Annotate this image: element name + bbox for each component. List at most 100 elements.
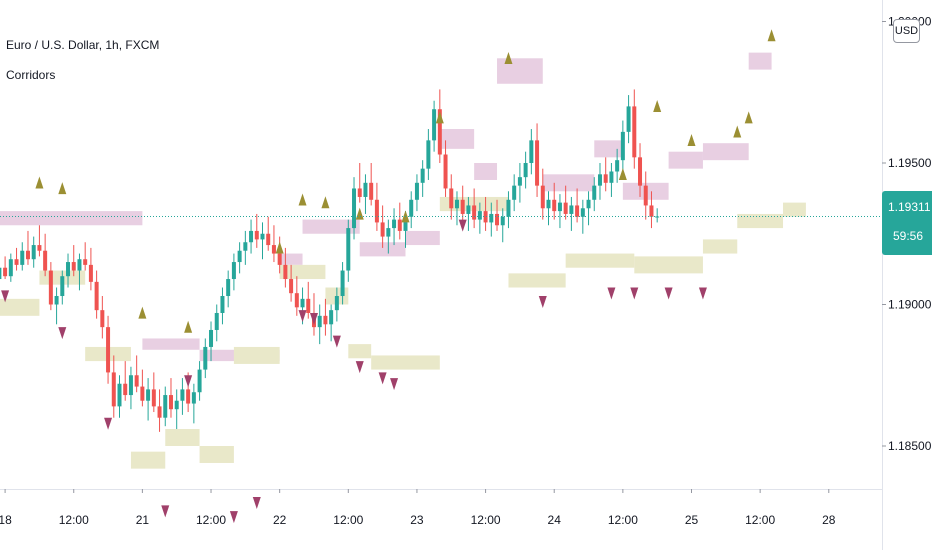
candle-body bbox=[397, 219, 402, 231]
symbol-title[interactable]: Euro / U.S. Dollar, 1h, FXCM bbox=[6, 38, 160, 52]
time-tick-label: 28 bbox=[822, 513, 836, 527]
candle-body bbox=[432, 109, 437, 141]
candle-body bbox=[106, 327, 111, 373]
pivot-low-arrow bbox=[309, 312, 318, 325]
candle-body bbox=[83, 259, 88, 265]
candle-body bbox=[420, 168, 425, 183]
pivot-low-arrow bbox=[538, 296, 547, 309]
candle-body bbox=[346, 228, 351, 271]
pivot-high-arrow bbox=[618, 167, 627, 180]
candle-body bbox=[37, 245, 42, 251]
candle-body bbox=[151, 389, 156, 407]
candle-body bbox=[643, 185, 648, 206]
candle-body bbox=[540, 185, 545, 209]
support-corridor bbox=[565, 253, 635, 268]
time-tick-label: 24 bbox=[548, 513, 562, 527]
candle-body bbox=[25, 250, 30, 260]
candle-body bbox=[209, 329, 214, 347]
candle-body bbox=[380, 222, 385, 237]
pivot-low-arrow bbox=[161, 505, 170, 518]
candle-body bbox=[466, 205, 471, 214]
pivot-low-arrow bbox=[58, 327, 67, 340]
pivot-high-arrow bbox=[744, 111, 753, 124]
candle-body bbox=[60, 276, 65, 297]
candle-body bbox=[477, 211, 482, 220]
candle-body bbox=[54, 296, 59, 305]
candle-body bbox=[123, 383, 128, 396]
candle-body bbox=[414, 182, 419, 200]
support-corridor bbox=[233, 346, 280, 364]
candle-body bbox=[237, 250, 242, 263]
candle-body bbox=[535, 140, 540, 186]
indicator-title[interactable]: Corridors bbox=[6, 68, 56, 82]
candle-body bbox=[569, 205, 574, 214]
support-corridor bbox=[0, 298, 40, 316]
pivot-high-arrow bbox=[298, 193, 307, 206]
support-corridor bbox=[371, 355, 440, 370]
candle-body bbox=[357, 188, 362, 197]
pivot-low-arrow bbox=[298, 310, 307, 323]
candle-body bbox=[300, 298, 305, 308]
resistance-corridor bbox=[594, 140, 623, 158]
pivot-markers bbox=[1, 29, 776, 524]
resistance-corridor bbox=[142, 338, 200, 350]
candle-body bbox=[220, 296, 225, 313]
pivot-low-arrow bbox=[252, 496, 261, 509]
candle-body bbox=[226, 279, 231, 297]
candle-body bbox=[340, 270, 345, 297]
currency-button[interactable]: USD bbox=[893, 19, 920, 43]
candle-body bbox=[369, 182, 374, 200]
time-tick-label: 25 bbox=[685, 513, 699, 527]
resistance-corridor bbox=[702, 143, 749, 161]
pivot-low-arrow bbox=[184, 375, 193, 388]
bar-countdown: 59:56 bbox=[893, 229, 924, 243]
candle-body bbox=[111, 372, 116, 407]
time-axis[interactable]: 18 12:00 21 12:00 22 12:00 23 12:00 24 12:00 25 12:… bbox=[0, 489, 836, 527]
time-tick-label: 22 bbox=[273, 513, 287, 527]
candle-body bbox=[392, 219, 397, 229]
candle-body bbox=[597, 174, 602, 186]
candle-body bbox=[329, 310, 334, 325]
chart-legend: Euro / U.S. Dollar, 1h, FXCM Corridors bbox=[6, 30, 159, 90]
candle-body bbox=[31, 245, 36, 260]
candle-body bbox=[260, 233, 265, 240]
resistance-corridor bbox=[748, 52, 772, 70]
time-tick-label: 21 bbox=[136, 513, 150, 527]
candle-body bbox=[20, 250, 25, 265]
pivot-low-arrow bbox=[104, 417, 113, 430]
candle-body bbox=[283, 264, 288, 280]
pivot-high-arrow bbox=[435, 111, 444, 124]
candle-body bbox=[140, 386, 145, 401]
pivot-low-arrow bbox=[1, 290, 10, 303]
candle-body bbox=[157, 406, 162, 418]
resistance-corridor bbox=[0, 211, 143, 226]
candle-body bbox=[454, 199, 459, 209]
pivot-high-arrow bbox=[138, 306, 147, 319]
price-tick-label: 1.18500 bbox=[888, 439, 932, 453]
candle-body bbox=[243, 242, 248, 251]
pivot-low-arrow bbox=[229, 511, 238, 524]
pivot-high-arrow bbox=[653, 100, 662, 113]
candle-body bbox=[580, 208, 585, 217]
candle-body bbox=[3, 267, 8, 277]
candle-body bbox=[174, 400, 179, 410]
candle-body bbox=[294, 293, 299, 308]
candle-body bbox=[374, 199, 379, 223]
candle-body bbox=[443, 154, 448, 189]
candle-body bbox=[214, 312, 219, 330]
resistance-corridor bbox=[668, 151, 703, 169]
support-corridor bbox=[634, 256, 703, 274]
candle-body bbox=[575, 205, 580, 217]
pivot-low-arrow bbox=[630, 287, 639, 300]
candle-body bbox=[186, 389, 191, 404]
resistance-corridor bbox=[359, 242, 406, 257]
pivot-high-arrow bbox=[321, 196, 330, 209]
pivot-high-arrow bbox=[767, 29, 776, 42]
time-tick-label: 12:00 bbox=[59, 513, 89, 527]
support-corridor bbox=[702, 239, 738, 254]
candle-body bbox=[128, 375, 133, 396]
pivot-high-arrow bbox=[275, 241, 284, 254]
last-price-label: 1.19311 59:56 bbox=[882, 191, 932, 255]
